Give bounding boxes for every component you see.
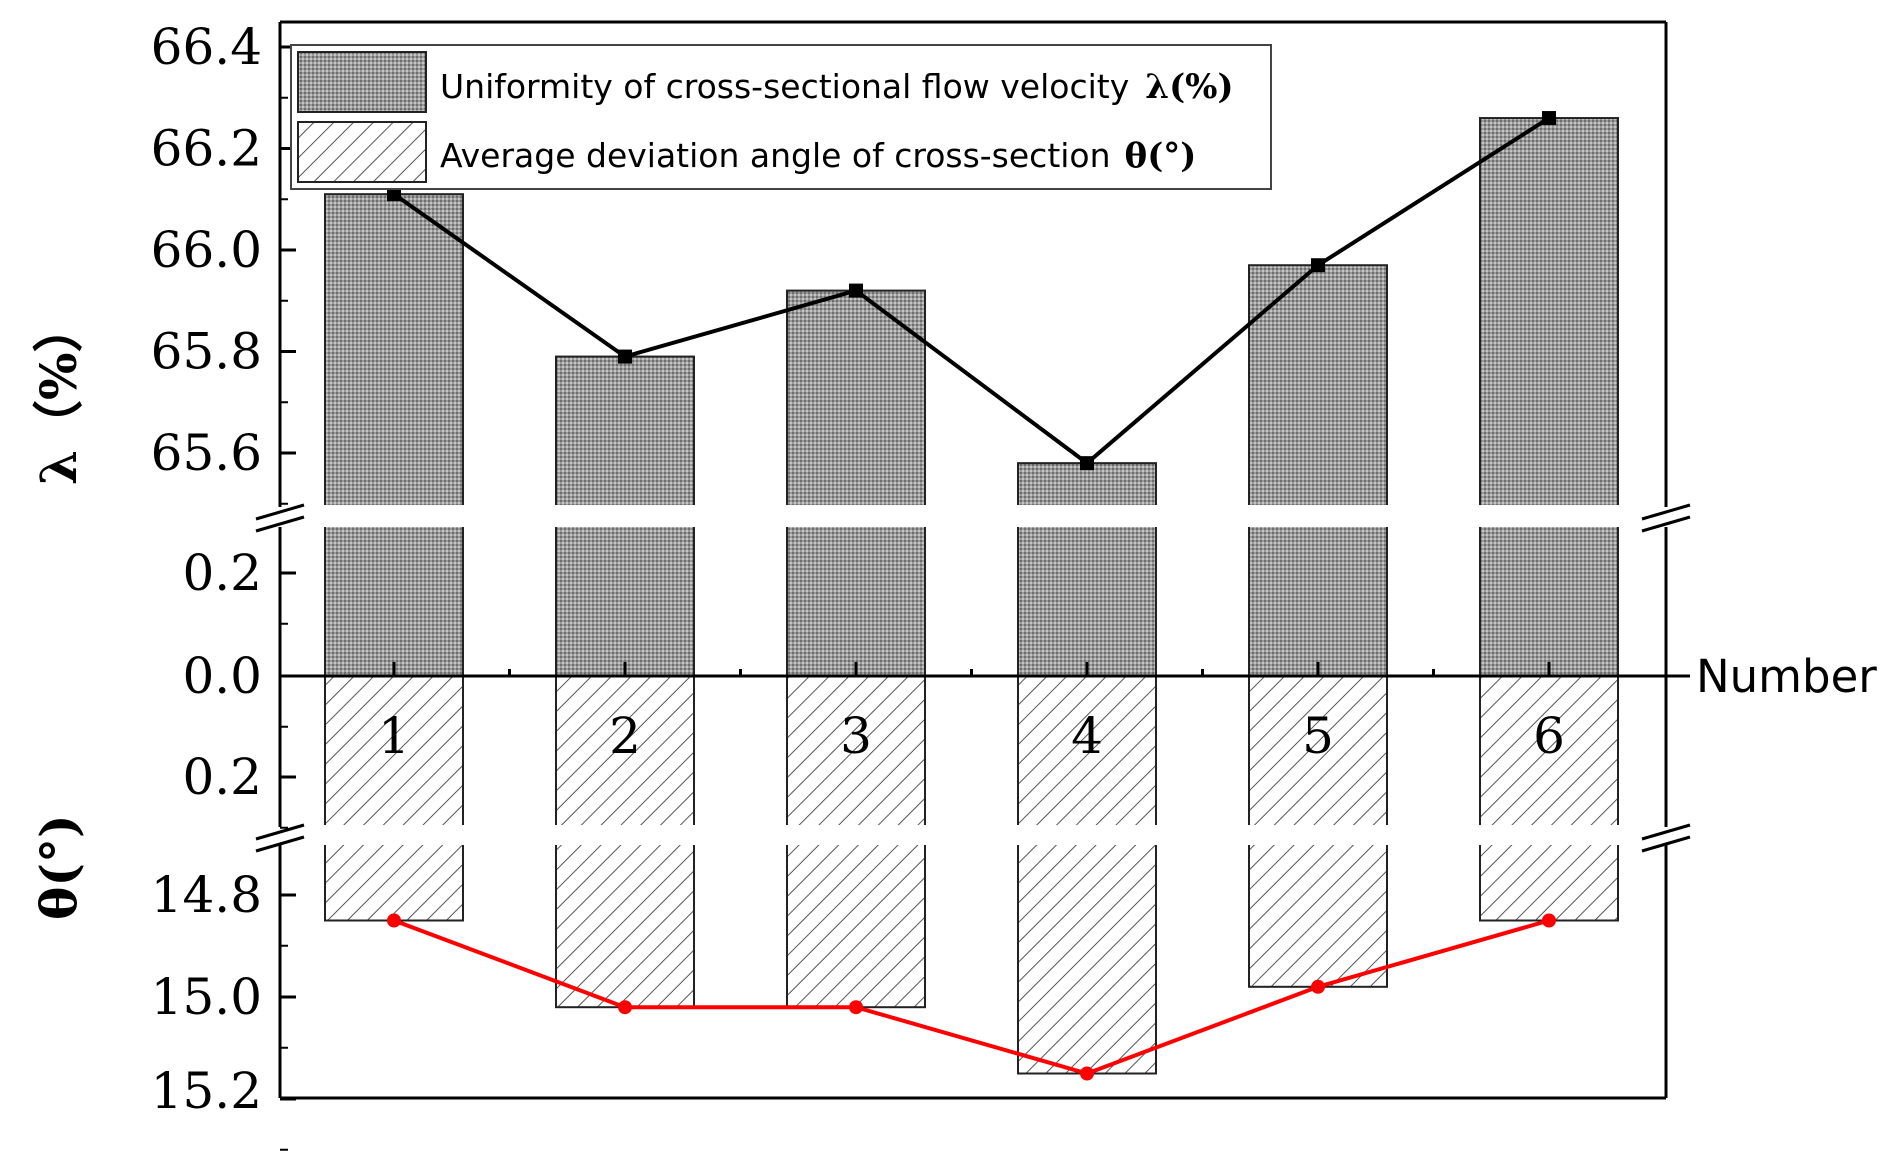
axis-break-gap-lower (282, 825, 1664, 845)
category-labels: 1 2 3 4 5 6 (378, 707, 1565, 765)
theta-point-6 (1542, 913, 1556, 928)
legend-entry-theta: Average deviation angle of cross-section… (440, 136, 1196, 176)
category-label-3: 3 (840, 707, 872, 765)
break-mark-0-0a (255, 503, 305, 521)
lambda-bar-6 (1479, 117, 1619, 678)
theta-point-3 (849, 1000, 863, 1015)
lambda-tick-4-label: 65.6 (151, 424, 262, 482)
x-axis-label: Number (1696, 650, 1877, 703)
break-mark-0-1b (1641, 515, 1691, 533)
lambda-bar-3 (786, 289, 926, 677)
category-label-6: 6 (1533, 707, 1565, 765)
break-mark-1-1b (1641, 835, 1691, 853)
axis-break-gap-upper (282, 505, 1664, 527)
legend-entry-lambda: Uniformity of cross-sectional flow veloc… (440, 67, 1234, 107)
category-label-1: 1 (378, 707, 410, 765)
theta-line (393, 918, 1550, 1076)
theta-point-1 (387, 913, 401, 928)
legend-swatch-theta (297, 121, 427, 183)
theta-bars (324, 675, 1619, 1075)
legend: Uniformity of cross-sectional flow veloc… (290, 44, 1272, 190)
lambda-bar-1 (324, 193, 464, 678)
series-lines (387, 111, 1556, 1081)
category-label-5: 5 (1302, 707, 1334, 765)
lambda-tick-0-label: 66.4 (151, 18, 262, 76)
break-mark-0-0b (255, 515, 305, 533)
theta-bar-1 (324, 675, 464, 922)
lambda-bars (324, 117, 1619, 678)
lambda-point-6 (1542, 111, 1556, 126)
near-zero-tick-0-label: 0.2 (182, 544, 262, 602)
lambda-tick-3-label: 65.8 (151, 323, 262, 381)
plot-frame (255, 20, 1691, 1100)
category-label-2: 2 (609, 707, 641, 765)
lambda-bar-5 (1248, 264, 1388, 677)
lambda-line (392, 116, 1551, 466)
break-mark-0-1a (1641, 503, 1691, 521)
lambda-bar-4 (1017, 462, 1157, 677)
near-zero-tick-1-label: 0.0 (182, 647, 262, 705)
lambda-tick-2-label: 66.0 (151, 221, 262, 279)
lambda-point-2 (618, 349, 632, 364)
legend-box (290, 44, 1272, 190)
y-axis-label-lambda: λ（%） (29, 302, 88, 485)
theta-tick-1-label: 14.8 (151, 866, 262, 924)
lambda-point-4 (1080, 456, 1094, 471)
theta-point-4 (1080, 1066, 1094, 1081)
break-mark-1-0a (255, 823, 305, 841)
lambda-tick-1-label: 66.2 (151, 120, 262, 178)
y-axis-ticks: 66.4 66.2 66.0 65.8 65.6 0.2 0.0 0.2 14.8 15.0 15.… (151, 18, 296, 1151)
break-mark-1-1a (1641, 823, 1691, 841)
lambda-point-3 (849, 283, 863, 298)
theta-point-5 (1311, 979, 1325, 994)
break-mark-1-0b (255, 835, 305, 853)
theta-tick-0-label: 0.2 (182, 748, 262, 806)
legend-swatch-lambda (297, 51, 427, 113)
lambda-point-1 (387, 187, 401, 202)
theta-tick-3-label: 15.2 (151, 1062, 262, 1120)
y-axis-label-theta: θ(°) (29, 814, 88, 920)
theta-point-2 (618, 1000, 632, 1015)
lambda-point-5 (1311, 258, 1325, 273)
theta-bar-4 (1017, 675, 1157, 1075)
theta-tick-2-label: 15.0 (151, 968, 262, 1026)
category-label-4: 4 (1071, 707, 1103, 765)
